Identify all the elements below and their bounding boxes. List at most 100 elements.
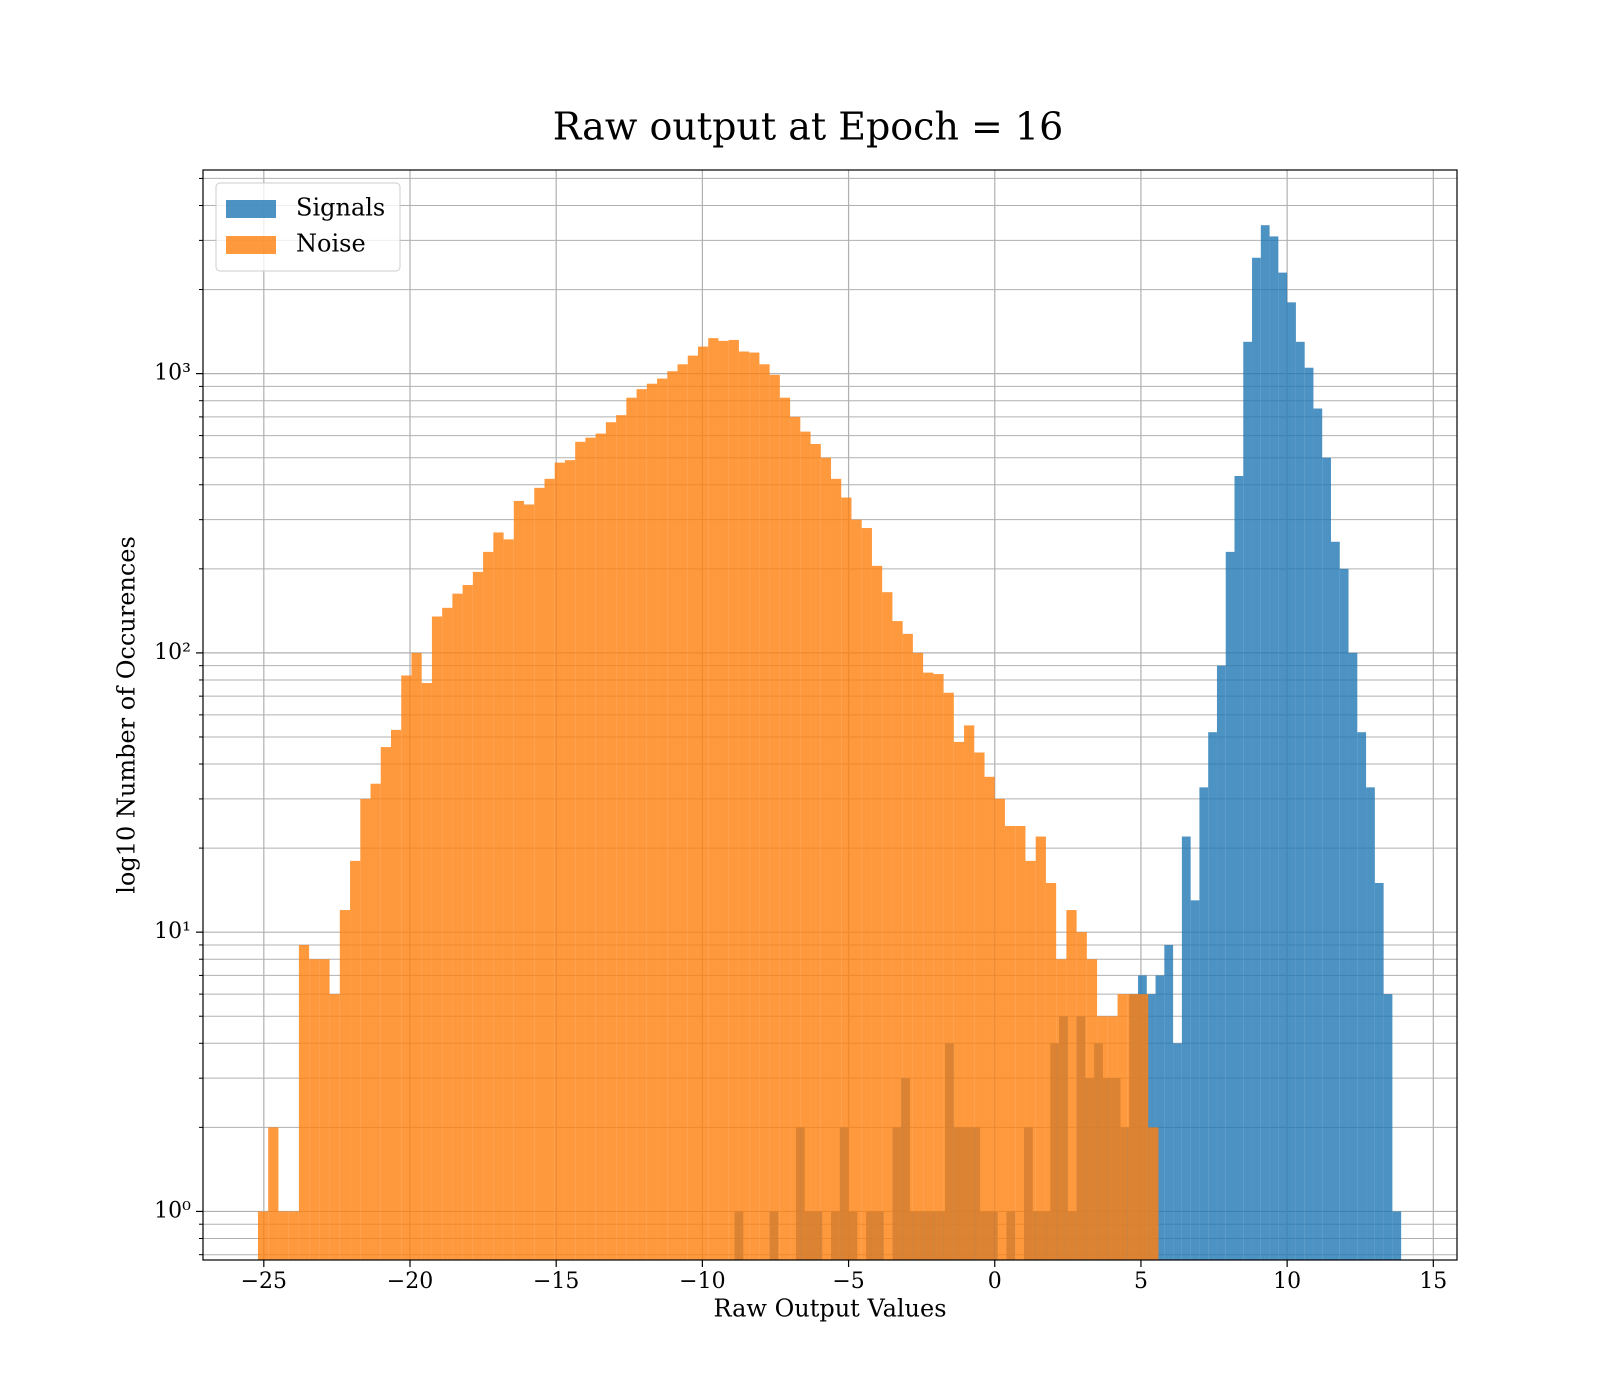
bar <box>1066 910 1077 1260</box>
bar <box>718 340 729 1261</box>
bar <box>841 497 852 1260</box>
legend-swatch <box>226 200 276 218</box>
bar <box>1015 825 1026 1260</box>
bar <box>1127 994 1139 1260</box>
bar <box>626 397 637 1261</box>
bar <box>513 500 525 1260</box>
ticks: 10⁰ 10¹ 10² 10³ −25 −20 −15 −10 −5 0 5 10 15 <box>154 177 1447 1294</box>
bar <box>431 616 443 1260</box>
bar <box>483 551 494 1260</box>
bar <box>790 416 801 1260</box>
bar <box>1243 341 1253 1260</box>
bar <box>871 565 883 1260</box>
bar <box>616 415 627 1261</box>
bar <box>1225 551 1235 1260</box>
bar <box>892 621 903 1260</box>
bar <box>902 633 913 1260</box>
bar <box>831 478 842 1261</box>
bar <box>1164 944 1174 1260</box>
bar <box>943 692 954 1260</box>
bar <box>1097 1016 1108 1260</box>
bar <box>923 672 934 1260</box>
bar <box>1025 860 1036 1260</box>
bar <box>585 437 596 1260</box>
bar <box>360 798 371 1260</box>
bar <box>749 352 760 1260</box>
bar <box>309 959 320 1260</box>
bar <box>646 383 658 1260</box>
x-tick-label: −20 <box>387 1269 433 1294</box>
bar <box>401 675 412 1260</box>
bar <box>769 374 780 1260</box>
bar <box>493 532 504 1260</box>
bar <box>994 798 1005 1260</box>
bar <box>1148 1127 1159 1260</box>
bar <box>288 1211 299 1260</box>
bar <box>1392 1211 1402 1260</box>
bar <box>728 339 739 1260</box>
bar <box>1330 541 1340 1260</box>
bar <box>544 478 555 1261</box>
x-tick-label: 0 <box>988 1269 1002 1294</box>
bar <box>933 674 944 1260</box>
bar <box>1035 836 1046 1260</box>
x-tick-label: 10 <box>1273 1269 1301 1294</box>
bar <box>779 397 791 1261</box>
bar <box>1208 732 1217 1260</box>
x-tick-label: 15 <box>1419 1269 1447 1294</box>
bar <box>390 729 402 1260</box>
bar <box>820 457 832 1260</box>
bar <box>657 378 668 1260</box>
y-tick-label: 10¹ <box>154 919 191 944</box>
legend-label: Signals <box>296 194 385 222</box>
bar <box>1269 236 1279 1261</box>
bar <box>1383 994 1393 1260</box>
bar <box>595 433 606 1260</box>
bar <box>575 441 586 1260</box>
y-axis-label: log10 Number of Occurences <box>113 536 141 894</box>
bar <box>1252 257 1261 1261</box>
bar <box>370 783 381 1260</box>
bar <box>1348 652 1358 1260</box>
bar <box>677 364 688 1260</box>
bar <box>564 460 576 1260</box>
bar <box>605 422 617 1260</box>
bar <box>1278 272 1288 1260</box>
bar <box>350 860 361 1260</box>
bar <box>1374 882 1384 1260</box>
x-tick-label: −25 <box>241 1269 287 1294</box>
bar <box>1155 975 1165 1260</box>
bar <box>1076 932 1087 1260</box>
x-axis-label: Raw Output Values <box>713 1295 946 1323</box>
bar <box>1287 302 1296 1261</box>
series <box>257 338 1159 1261</box>
x-tick-label: 5 <box>1134 1269 1148 1294</box>
bar <box>1107 1016 1118 1260</box>
bar <box>524 504 535 1260</box>
bar <box>1322 457 1331 1260</box>
bar <box>912 652 924 1260</box>
bar <box>1004 825 1016 1260</box>
bar <box>667 371 678 1260</box>
bar <box>697 346 709 1260</box>
bar <box>687 355 698 1260</box>
bar <box>708 338 719 1260</box>
bar <box>411 652 422 1260</box>
bar <box>810 443 821 1260</box>
bar <box>953 741 965 1260</box>
bar <box>1056 959 1067 1260</box>
bar <box>1146 994 1156 1260</box>
bar <box>882 592 893 1260</box>
bar <box>442 607 453 1260</box>
bar <box>1045 882 1057 1260</box>
bar <box>984 776 995 1260</box>
chart-title: Raw output at Epoch = 16 <box>553 105 1064 149</box>
bar <box>268 1127 279 1260</box>
bar <box>1138 994 1149 1260</box>
bar <box>636 389 647 1260</box>
bar <box>800 431 811 1261</box>
bar <box>1117 994 1128 1260</box>
bar <box>298 944 310 1260</box>
